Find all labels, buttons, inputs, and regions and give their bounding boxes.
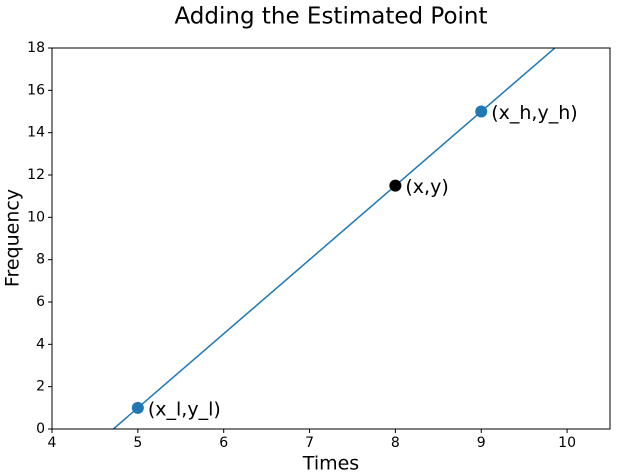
point-label: (x,y) — [405, 176, 448, 198]
y-tick-label: 12 — [27, 167, 45, 183]
y-tick-label: 14 — [27, 125, 45, 141]
x-tick-label: 4 — [48, 435, 57, 451]
x-tick-label: 10 — [558, 435, 576, 451]
x-tick-label: 9 — [477, 435, 486, 451]
y-tick-label: 16 — [27, 82, 45, 98]
y-tick-label: 0 — [36, 421, 45, 437]
point — [475, 105, 488, 118]
point — [131, 401, 144, 414]
x-axis-label: Times — [302, 453, 359, 475]
x-tick-label: 8 — [391, 435, 400, 451]
point-label: (x_h,y_h) — [491, 102, 577, 124]
point-label: (x_l,y_l) — [148, 398, 221, 420]
y-axis-label: Frequency — [2, 189, 24, 287]
x-tick-label: 7 — [305, 435, 314, 451]
x-tick-label: 5 — [133, 435, 142, 451]
line — [112, 48, 556, 429]
y-tick-label: 4 — [36, 336, 45, 352]
y-tick-label: 10 — [27, 209, 45, 225]
y-tick-label: 18 — [27, 40, 45, 56]
plot-frame — [51, 47, 611, 430]
x-tick-label: 6 — [219, 435, 228, 451]
chart-title: Adding the Estimated Point — [174, 4, 487, 30]
y-tick-label: 8 — [36, 252, 45, 268]
y-tick-label: 6 — [36, 294, 45, 310]
y-tick-label: 2 — [36, 379, 45, 395]
point — [389, 179, 402, 192]
plot-area — [112, 48, 556, 429]
